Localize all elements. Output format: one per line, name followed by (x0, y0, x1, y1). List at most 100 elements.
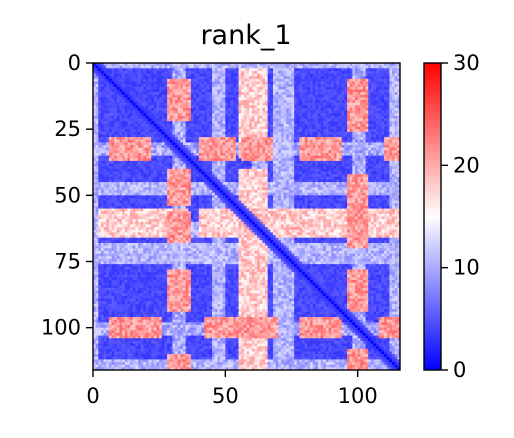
heatmap-cell (294, 84, 298, 88)
heatmap-cell (140, 171, 144, 175)
heatmap-cell (323, 81, 327, 85)
heatmap-cell (392, 84, 396, 88)
heatmap-cell (135, 76, 139, 80)
heatmap-cell (164, 160, 168, 164)
heatmap-cell (238, 105, 242, 109)
heatmap-cell (296, 174, 300, 178)
heatmap-cell (214, 174, 218, 178)
heatmap-cell (320, 65, 324, 69)
heatmap-cell (143, 105, 147, 109)
heatmap-cell (344, 113, 348, 117)
heatmap-cell (201, 107, 205, 111)
heatmap-cell (310, 134, 314, 138)
heatmap-cell (106, 94, 110, 98)
heatmap-cell (103, 134, 107, 138)
heatmap-cell (317, 142, 321, 146)
heatmap-cell (259, 81, 263, 85)
heatmap-cell (185, 171, 189, 175)
heatmap-cell (243, 94, 247, 98)
heatmap-cell (156, 68, 160, 72)
heatmap-cell (114, 137, 118, 141)
heatmap-cell (360, 171, 364, 175)
heatmap-cell (222, 105, 226, 109)
heatmap-cell (283, 123, 287, 127)
heatmap-cell (148, 76, 152, 80)
heatmap-cell (249, 158, 253, 162)
heatmap-cell (373, 107, 377, 111)
heatmap-cell (137, 113, 141, 117)
heatmap-cell (143, 102, 147, 106)
heatmap-cell (249, 102, 253, 106)
heatmap-cell (172, 84, 176, 88)
heatmap-cell (376, 163, 380, 167)
heatmap-cell (204, 102, 208, 106)
heatmap-cell (222, 131, 226, 135)
heatmap-cell (164, 134, 168, 138)
heatmap-cell (148, 158, 152, 162)
heatmap-cell (222, 142, 226, 146)
heatmap-cell (172, 160, 176, 164)
heatmap-cell (283, 63, 287, 66)
heatmap-cell (225, 163, 229, 167)
heatmap-cell (341, 94, 345, 98)
heatmap-cell (373, 115, 377, 119)
heatmap-cell (124, 76, 128, 80)
heatmap-cell (95, 94, 99, 98)
heatmap-cell (164, 97, 168, 101)
heatmap-cell (145, 121, 149, 125)
heatmap-cell (323, 134, 327, 138)
heatmap-cell (360, 174, 364, 178)
heatmap-cell (164, 150, 168, 154)
heatmap-cell (299, 155, 303, 159)
heatmap-cell (291, 89, 295, 93)
heatmap-cell (307, 147, 311, 151)
heatmap-cell (376, 152, 380, 156)
heatmap-cell (169, 113, 173, 117)
heatmap-cell (331, 142, 335, 146)
heatmap-cell (114, 110, 118, 114)
heatmap-cell (95, 86, 99, 90)
heatmap-cell (315, 76, 319, 80)
heatmap-cell (122, 102, 126, 106)
heatmap-cell (307, 65, 311, 69)
heatmap-cell (132, 73, 136, 77)
heatmap-cell (204, 123, 208, 127)
heatmap-cell (180, 65, 184, 69)
heatmap-cell (233, 171, 237, 175)
heatmap-cell (288, 81, 292, 85)
heatmap-cell (296, 166, 300, 170)
heatmap-cell (106, 113, 110, 117)
heatmap-cell (106, 126, 110, 130)
heatmap-cell (331, 171, 335, 175)
heatmap-cell (175, 166, 179, 170)
heatmap-cell (317, 73, 321, 77)
heatmap-cell (328, 94, 332, 98)
heatmap-cell (241, 81, 245, 85)
heatmap-cell (233, 94, 237, 98)
heatmap-cell (116, 129, 120, 133)
heatmap-cell (270, 142, 274, 146)
heatmap-cell (220, 137, 224, 141)
heatmap-cell (241, 171, 245, 175)
heatmap-cell (143, 100, 147, 104)
heatmap-cell (198, 113, 202, 117)
heatmap-cell (156, 160, 160, 164)
heatmap-cell (198, 100, 202, 104)
heatmap-cell (188, 147, 192, 151)
heatmap-cell (167, 76, 171, 80)
heatmap-cell (95, 81, 99, 85)
heatmap-cell (217, 115, 221, 119)
heatmap-cell (360, 145, 364, 149)
heatmap-cell (384, 115, 388, 119)
heatmap-cell (368, 70, 372, 74)
heatmap-cell (140, 121, 144, 125)
heatmap-cell (357, 158, 361, 162)
heatmap-cell (98, 166, 102, 170)
heatmap-cell (111, 160, 115, 164)
heatmap-cell (283, 76, 287, 80)
heatmap-cell (384, 68, 388, 72)
heatmap-cell (302, 68, 306, 72)
heatmap-cell (360, 86, 364, 90)
heatmap-cell (100, 147, 104, 151)
heatmap-cell (315, 160, 319, 164)
